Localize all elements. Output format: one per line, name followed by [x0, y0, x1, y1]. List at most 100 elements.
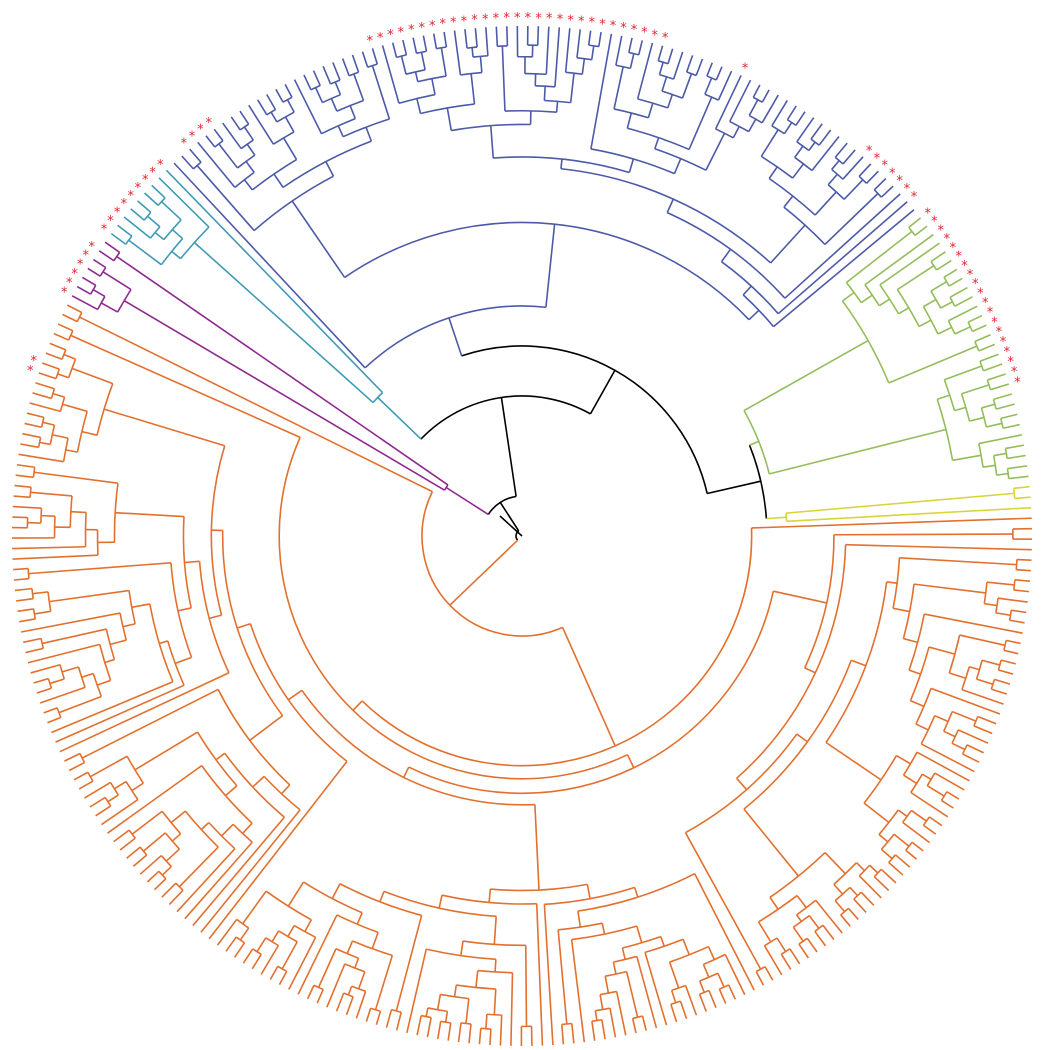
internal-branch	[561, 627, 616, 747]
branch-arc	[743, 410, 771, 475]
leaf-branch	[47, 716, 62, 724]
leaf-marker: *	[471, 13, 478, 28]
internal-branch	[209, 614, 222, 620]
branch-arc	[79, 753, 86, 763]
internal-branch	[116, 255, 449, 486]
leaf-branch	[789, 948, 801, 965]
branch-arc	[920, 715, 936, 745]
internal-branch	[918, 319, 932, 328]
branch-arc	[436, 46, 447, 50]
internal-branch	[249, 715, 284, 741]
branch-arc	[834, 886, 851, 902]
branch-arc	[743, 659, 852, 810]
leaf-marker: *	[996, 325, 1003, 340]
internal-branch	[177, 607, 192, 612]
leaf-branch	[20, 612, 121, 633]
leaf-branch	[840, 914, 851, 927]
leaf-branch	[873, 178, 887, 191]
internal-branch	[414, 71, 419, 82]
leaf-branch	[718, 988, 727, 1004]
internal-branch	[910, 809, 927, 822]
leaf-branch	[197, 141, 236, 188]
leaf-branch	[948, 305, 978, 322]
internal-branch	[913, 583, 986, 594]
leaf-branch	[213, 128, 224, 142]
leaf-branch	[822, 924, 835, 940]
branch-arc	[221, 530, 284, 717]
leaf-marker: *	[27, 364, 34, 379]
branch-arc	[798, 937, 808, 945]
leaf-branch	[332, 62, 341, 81]
branch-arc	[182, 516, 192, 609]
branch-arc	[948, 634, 961, 674]
branch-arc	[758, 894, 798, 923]
leaf-markers: ************** ** * * ** * * * * * * * * * * * * * * * * * * * *…	[27, 11, 1021, 390]
branch-arc	[321, 117, 356, 135]
leaf-branch	[385, 1009, 393, 1028]
internal-branch	[256, 937, 267, 953]
leaf-marker: *	[911, 190, 918, 205]
leaf-branch	[464, 29, 468, 49]
leaf-branch	[576, 29, 582, 58]
leaf-branch	[761, 94, 779, 124]
leaf-branch	[962, 753, 980, 763]
internal-branch	[460, 940, 464, 956]
leaf-branch	[991, 688, 1008, 695]
leaf-branch	[184, 841, 253, 920]
internal-branch	[174, 656, 192, 665]
internal-branch	[349, 105, 357, 119]
internal-branch	[63, 353, 76, 360]
leaf-marker: *	[1000, 335, 1007, 350]
leaf-branch	[192, 816, 285, 927]
leaf-branch	[107, 764, 203, 834]
internal-branch	[241, 822, 253, 834]
leaf-branch	[20, 443, 39, 449]
leaf-branch	[751, 517, 1032, 529]
internal-branch	[440, 47, 447, 77]
leaf-marker: *	[408, 23, 415, 38]
internal-branch	[280, 784, 291, 795]
internal-branch	[943, 730, 956, 738]
internal-branch	[647, 102, 654, 119]
internal-branch	[134, 731, 198, 771]
leaf-marker: *	[950, 241, 957, 256]
leaf-branch	[436, 1021, 442, 1040]
internal-branch	[128, 239, 162, 266]
internal-branch	[698, 980, 706, 993]
internal-branch	[849, 886, 859, 897]
branch-arc	[814, 924, 824, 933]
internal-branch	[736, 777, 748, 791]
branch-arc	[926, 772, 936, 787]
branch-arc	[949, 296, 956, 307]
internal-branch	[633, 887, 639, 898]
leaf-marker: *	[944, 232, 951, 247]
leaf-branch	[189, 148, 202, 163]
branch-arc	[715, 128, 734, 139]
branch-arc	[930, 290, 942, 309]
internal-branch	[804, 667, 816, 674]
leaf-branch	[772, 209, 915, 328]
internal-branch	[594, 1010, 598, 1021]
internal-branch	[161, 865, 172, 876]
leaf-branch	[351, 54, 360, 73]
branch-arc	[119, 612, 128, 641]
branch-arc	[535, 84, 556, 88]
leaf-branch	[810, 123, 823, 140]
branch-arc	[89, 284, 97, 295]
leaf-marker: *	[881, 159, 888, 174]
leaf-branch	[1014, 496, 1031, 500]
leaf-branch	[139, 854, 162, 875]
branch-arc	[588, 44, 599, 48]
leaf-branch	[910, 791, 949, 818]
internal-branch	[792, 163, 805, 179]
leaf-branch	[41, 362, 60, 370]
branch-arc	[565, 71, 583, 76]
internal-branch	[860, 294, 873, 304]
internal-branch	[470, 73, 476, 105]
leaf-branch	[297, 914, 338, 995]
internal-branch	[493, 916, 497, 945]
leaf-marker: *	[418, 21, 425, 36]
internal-branch	[743, 808, 800, 877]
leaf-marker: *	[866, 144, 873, 159]
leaf-branch	[914, 225, 928, 237]
